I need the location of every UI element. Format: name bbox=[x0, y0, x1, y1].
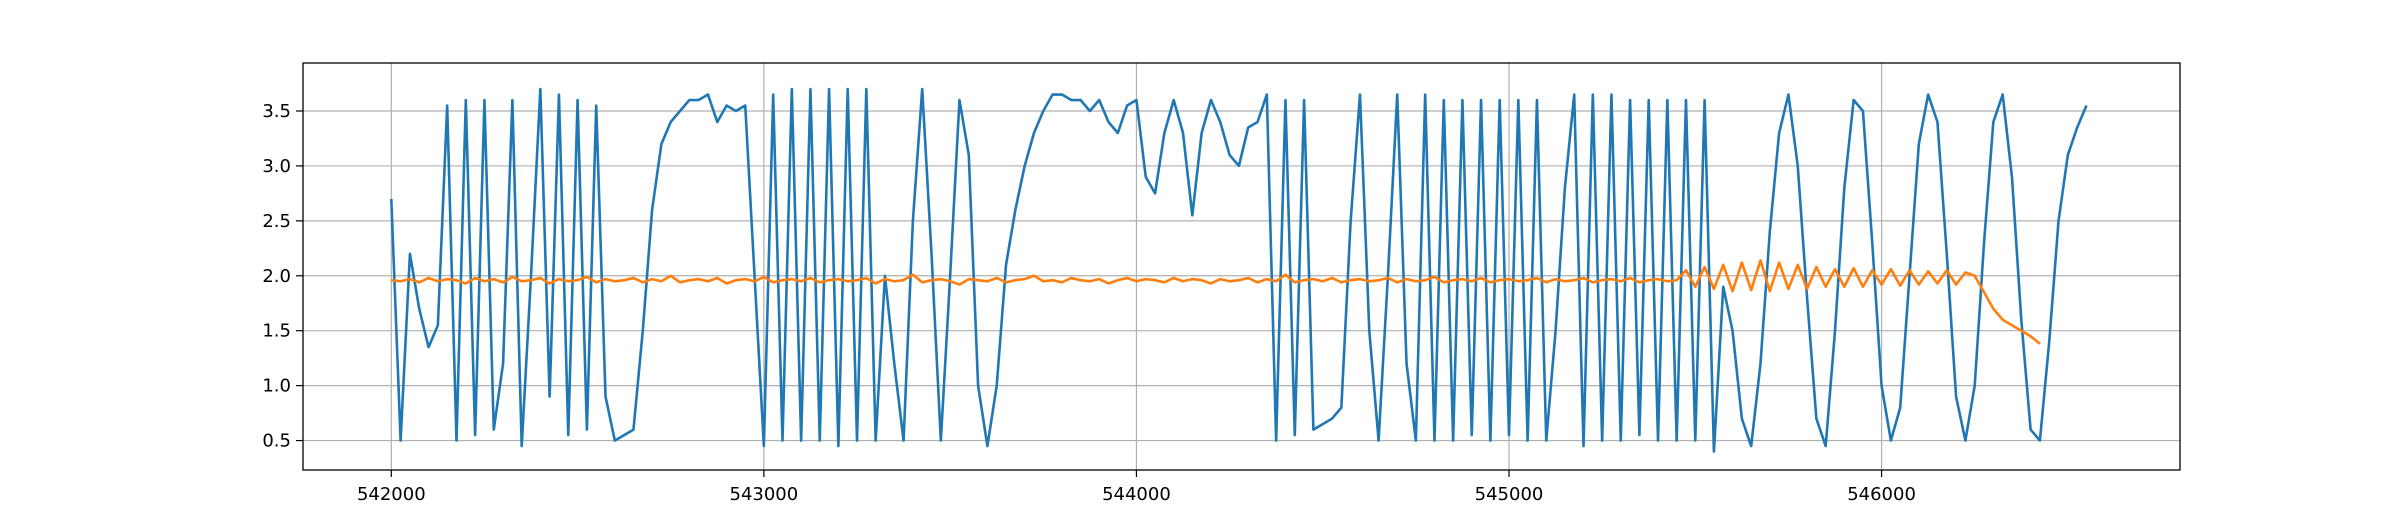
data-line bbox=[391, 259, 2041, 345]
y-tick-label: 2.5 bbox=[262, 211, 291, 232]
x-tick-label: 542000 bbox=[357, 484, 426, 505]
y-tick-label: 3.0 bbox=[262, 156, 291, 177]
data-line bbox=[390, 87, 2088, 453]
x-tick-label: 546000 bbox=[1847, 484, 1916, 505]
y-tick-label: 1.0 bbox=[262, 376, 291, 397]
y-tick-label: 1.5 bbox=[262, 321, 291, 342]
x-tick-label: 543000 bbox=[730, 484, 799, 505]
plot-frame bbox=[302, 62, 2181, 471]
y-tick-label: 3.5 bbox=[262, 101, 291, 122]
x-tick-label: 544000 bbox=[1102, 484, 1171, 505]
y-tick-label: 2.0 bbox=[262, 266, 291, 287]
y-tick-label: 0.5 bbox=[262, 431, 291, 452]
x-tick-label: 545000 bbox=[1475, 484, 1544, 505]
